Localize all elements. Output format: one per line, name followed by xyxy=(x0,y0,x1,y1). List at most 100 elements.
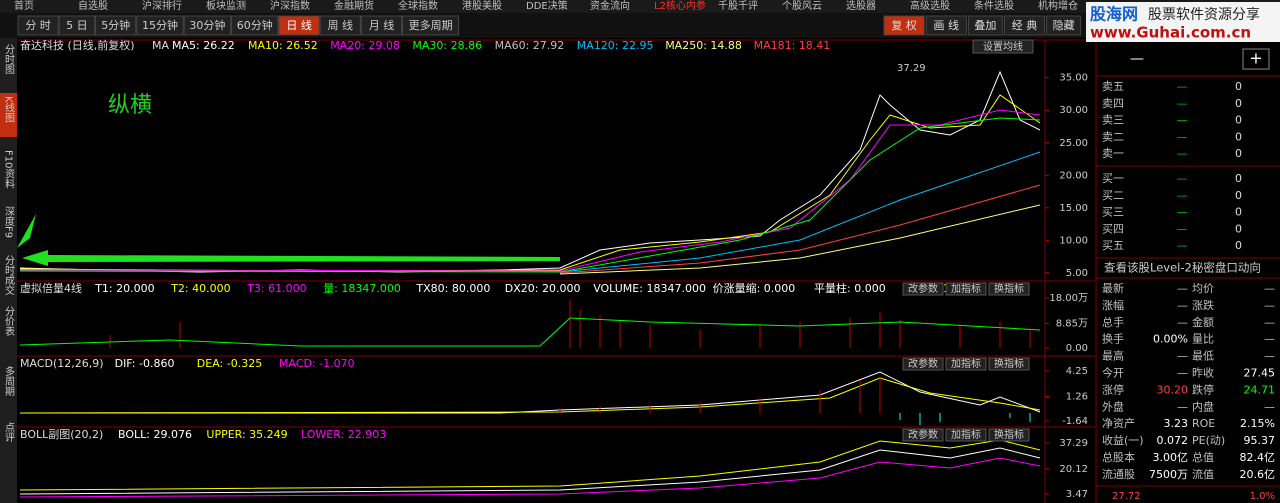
period-button[interactable] xyxy=(278,15,320,36)
stat-value: — xyxy=(1264,299,1275,312)
book-volume: 0 xyxy=(1235,189,1242,202)
book-price: — xyxy=(1177,222,1188,235)
period-button[interactable] xyxy=(95,15,137,36)
panel-button[interactable] xyxy=(902,357,944,371)
menu-item[interactable]: 港股美股 xyxy=(462,0,502,12)
zoom-in[interactable]: + xyxy=(1249,49,1262,68)
menu-item[interactable]: 机构增仓 xyxy=(1038,0,1078,12)
panel-button-label[interactable]: 改参数 xyxy=(908,428,938,441)
tool-button[interactable] xyxy=(967,15,1003,36)
panel-button-label[interactable]: 加指标 xyxy=(951,357,981,370)
period-label[interactable]: 分 时 xyxy=(25,19,51,32)
period-button[interactable] xyxy=(17,15,59,36)
period-button[interactable] xyxy=(183,15,232,36)
stat-value: 24.71 xyxy=(1244,383,1276,396)
sidebar-item[interactable]: 多周期 xyxy=(3,365,15,397)
panel-button[interactable] xyxy=(945,282,987,296)
level2-link[interactable]: 查看该股Level-2秘密盘口动向 xyxy=(1104,261,1261,275)
zoom-out[interactable]: — xyxy=(1130,51,1144,67)
menu-item[interactable]: 资金流向 xyxy=(590,0,630,12)
stock-title: 奋达科技 (日线,前复权) xyxy=(20,38,135,52)
book-label: 买二 xyxy=(1102,189,1124,202)
sidebar-item[interactable]: 分时图 xyxy=(3,44,15,75)
sidebar-item[interactable]: 分价表 xyxy=(3,306,15,337)
settings-label[interactable]: 设置均线 xyxy=(983,40,1023,53)
period-button[interactable] xyxy=(360,15,403,36)
period-label[interactable]: 5分钟 xyxy=(101,18,130,32)
period-label[interactable]: 周 线 xyxy=(328,18,354,32)
period-label[interactable]: 日 线 xyxy=(286,18,312,32)
sidebar-item[interactable]: 深度F9 xyxy=(3,206,15,238)
menu-item[interactable]: 自选股 xyxy=(78,0,108,12)
panel-button[interactable] xyxy=(988,428,1030,442)
panel-button-label[interactable]: 加指标 xyxy=(951,428,981,441)
period-button[interactable] xyxy=(319,15,361,36)
tool-label[interactable]: 叠加 xyxy=(974,19,996,32)
tool-label[interactable]: 经 典 xyxy=(1012,18,1038,32)
menu-item[interactable]: 金融期货 xyxy=(334,0,374,12)
sidebar-item[interactable]: 分时成交 xyxy=(3,255,15,296)
menu-item[interactable]: L2核心内参 xyxy=(654,0,706,12)
book-price: — xyxy=(1177,80,1188,93)
tool-button[interactable] xyxy=(925,15,967,36)
tool-label[interactable]: 复 权 xyxy=(891,18,917,32)
sidebar-item[interactable]: F10资料 xyxy=(3,150,15,189)
period-button[interactable] xyxy=(231,15,279,36)
menu-item[interactable]: 首页 xyxy=(14,0,34,12)
menu-item[interactable]: 条件选股 xyxy=(974,0,1014,12)
tool-button[interactable] xyxy=(1046,15,1082,36)
panel-name: MACD(12,26,9) xyxy=(20,357,104,370)
menu-item[interactable]: 沪深排行 xyxy=(142,0,182,12)
panel-button[interactable] xyxy=(988,282,1030,296)
indicator-value: DIF: -0.860 xyxy=(115,357,175,370)
period-label[interactable]: 更多周期 xyxy=(409,18,453,32)
stat-value: 20.6亿 xyxy=(1240,468,1276,481)
menu-item[interactable]: 全球指数 xyxy=(398,0,438,12)
y-tick-label: 20.00 xyxy=(1059,170,1088,181)
menu-item[interactable]: 千股千评 xyxy=(718,0,758,12)
period-label[interactable]: 15分钟 xyxy=(142,18,178,32)
panel-button-label[interactable]: 改参数 xyxy=(908,282,938,295)
settings-button[interactable] xyxy=(972,39,1034,54)
panel-button-label[interactable]: 加指标 xyxy=(951,282,981,295)
panel-button[interactable] xyxy=(988,357,1030,371)
stat-value: — xyxy=(1264,282,1275,295)
tool-label[interactable]: 画 线 xyxy=(934,18,960,32)
tool-button[interactable] xyxy=(1003,15,1046,36)
y-tick-label: 25.00 xyxy=(1059,138,1088,149)
indicator-value: MA20: 29.08 xyxy=(330,39,400,52)
period-label[interactable]: 30分钟 xyxy=(189,18,225,32)
period-label[interactable]: 月 线 xyxy=(369,18,395,32)
period-label[interactable]: 60分钟 xyxy=(237,18,273,32)
period-label[interactable]: 5 日 xyxy=(66,19,88,32)
menu-item[interactable]: 板块监测 xyxy=(206,0,246,12)
menu-item[interactable]: DDE决策 xyxy=(526,0,568,12)
menu-item[interactable]: 个股风云 xyxy=(782,0,822,12)
book-price: — xyxy=(1177,189,1188,202)
panel-button-label[interactable]: 换指标 xyxy=(994,357,1024,370)
stat-label: 换手 xyxy=(1102,332,1124,346)
panel-button-label[interactable]: 改参数 xyxy=(908,357,938,370)
panel-button[interactable] xyxy=(945,428,987,442)
menu-item[interactable]: 选股器 xyxy=(846,0,876,12)
menu-item[interactable]: 沪深指数 xyxy=(270,0,310,12)
book-volume: 0 xyxy=(1235,239,1242,252)
sidebar-item[interactable]: 点评 xyxy=(3,422,15,443)
period-button[interactable] xyxy=(58,15,96,36)
zoom-in-box[interactable] xyxy=(1242,48,1270,70)
panel-button[interactable] xyxy=(945,357,987,371)
panel-button[interactable] xyxy=(902,282,944,296)
tool-label[interactable]: 隐藏 xyxy=(1053,19,1075,32)
period-button[interactable] xyxy=(402,15,460,36)
period-button[interactable] xyxy=(136,15,184,36)
book-label: 卖四 xyxy=(1102,97,1124,110)
indicator-value: TX80: 80.000 xyxy=(415,282,490,295)
stat-label: 内盘 xyxy=(1192,399,1214,413)
sidebar-item[interactable]: K线图 xyxy=(3,96,15,123)
panel-button-label[interactable]: 换指标 xyxy=(994,282,1024,295)
panel-button[interactable] xyxy=(902,428,944,442)
book-price: — xyxy=(1177,147,1188,160)
menu-item[interactable]: 高级选股 xyxy=(910,0,950,12)
tool-button[interactable] xyxy=(883,15,925,36)
panel-button-label[interactable]: 换指标 xyxy=(994,428,1024,441)
